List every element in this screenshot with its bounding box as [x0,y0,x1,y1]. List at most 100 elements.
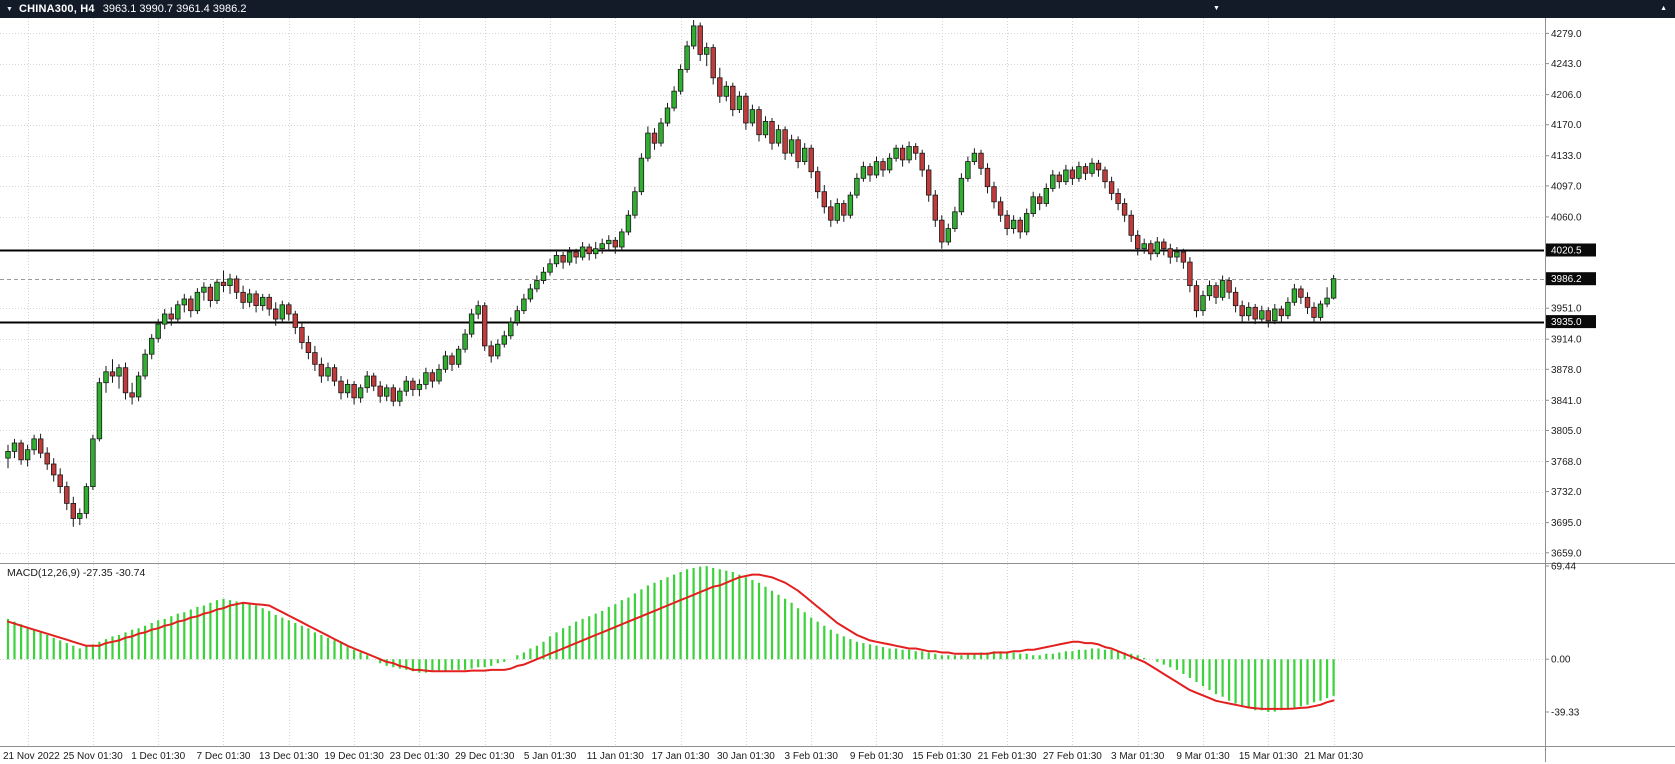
candle-bullish [775,129,782,144]
candle-bearish [697,25,703,55]
candle-bullish [579,246,586,258]
candle-bullish [971,152,978,162]
candle-bullish [364,375,370,389]
time-axis-label: 15 Mar 01:30 [1239,751,1298,762]
candle-bullish [77,512,83,519]
candle-bearish [1311,306,1317,318]
candle-bearish [717,77,723,97]
candle-bearish [984,167,991,188]
candle-bullish [1200,295,1206,312]
candle-bullish [423,372,429,385]
candle-bullish [645,132,651,159]
candle-bearish [769,121,775,144]
candle-bullish [1024,213,1030,233]
candle-bearish [1187,261,1193,287]
chart-header-bar: ▼ CHINA300, H4 3963.1 3990.7 3961.4 3986… [0,0,1675,18]
candle-bearish [1226,280,1232,293]
candle-bearish [1017,219,1023,233]
candle-bearish [57,474,63,487]
candle-bullish [723,85,729,97]
candle-bearish [795,139,801,163]
candle-bullish [854,177,860,196]
candle-bearish [743,95,749,124]
time-axis-label: 11 Jan 01:30 [587,751,645,762]
level-price-tag [1546,243,1596,257]
candle-bullish [873,161,880,176]
candle-bullish [259,296,266,307]
candle-bullish [625,214,632,233]
candle-bearish [481,305,488,347]
time-axis[interactable]: 21 Nov 2022 25 Nov 01:30 1 Dec 01:30 7 Dec … [3,751,1363,762]
candle-bullish [1174,251,1180,258]
candle-bullish [5,450,11,459]
candle-bullish [214,281,220,302]
candle-bearish [64,486,70,504]
price-tick-label: 4060.0 [1551,212,1582,223]
candle-bullish [553,254,560,265]
chart-shift-marker-icon[interactable]: ▼ [1213,5,1220,12]
candle-bearish [1069,169,1076,179]
candle-bearish [841,203,847,216]
candle-bullish [357,387,364,399]
candle-bullish [1272,308,1278,322]
symbol-dropdown-icon[interactable]: ▼ [6,5,13,13]
candle-bearish [1252,306,1258,320]
candle-bearish [710,47,716,79]
candle-bullish [1030,196,1036,215]
candle-bullish [527,288,534,300]
candle-bullish [906,146,912,161]
candle-bearish [1298,288,1304,298]
candle-bullish [860,166,867,179]
price-tick-label: 4279.0 [1551,29,1582,40]
candle-bullish [1330,278,1337,299]
candle-bearish [292,313,298,328]
time-axis-label: 25 Nov 01:30 [63,751,123,762]
chart-canvas[interactable]: 4279.0 4243.0 4206.0 4170.0 4133.0 4097.0 4060… [0,18,1675,764]
candle-bullish [886,157,893,171]
candle-bullish [181,298,187,306]
scroll-to-end-icon[interactable]: ▲ [1660,5,1667,12]
candle-bearish [318,363,325,377]
candle-bullish [945,228,951,243]
candle-bearish [899,147,906,161]
candle-bullish [494,343,501,357]
candle-bullish [762,121,769,136]
horizontal-level-lines[interactable] [0,249,1544,324]
candle-bearish [188,298,194,312]
candle-bullish [1050,174,1056,189]
candle-bearish [815,171,821,193]
candlestick-series[interactable] [5,20,1337,527]
time-axis-label: 17 Jan 01:30 [652,751,710,762]
candle-bearish [286,304,292,315]
candle-bearish [926,169,932,196]
candle-bullish [436,368,442,382]
candle-bearish [207,286,214,302]
candle-bearish [1304,296,1311,308]
price-axis[interactable]: 4279.0 4243.0 4206.0 4170.0 4133.0 4097.0 4060… [1545,29,1597,719]
candle-bullish [736,95,743,110]
price-tick-label: 3841.0 [1551,396,1582,407]
candle-bearish [1095,162,1102,171]
candle-bearish [821,191,827,208]
macd-indicator-label: MACD(12,26,9) -27.35 -30.74 [7,567,145,579]
time-axis-label: 3 Feb 01:30 [785,751,839,762]
candle-bullish [599,243,605,250]
time-axis-label: 7 Dec 01:30 [197,751,251,762]
candle-bearish [299,326,305,343]
candle-bullish [1324,297,1330,305]
candle-bearish [109,371,116,377]
candle-bullish [671,90,677,109]
candle-bullish [1317,303,1324,318]
candle-bullish [847,194,854,216]
time-axis-label: 5 Jan 01:30 [524,751,577,762]
candle-bullish [638,157,645,193]
candle-bearish [253,293,259,306]
price-tick-label: 4133.0 [1551,151,1582,162]
candle-bullish [455,348,462,365]
macd-tick-label: 69.44 [1551,562,1576,573]
chart-ohlc-values: 3963.1 3990.7 3961.4 3986.2 [102,3,247,15]
time-axis-label: 21 Mar 01:30 [1304,751,1363,762]
candle-bullish [606,239,612,245]
time-axis-label: 30 Jan 01:30 [717,751,775,762]
